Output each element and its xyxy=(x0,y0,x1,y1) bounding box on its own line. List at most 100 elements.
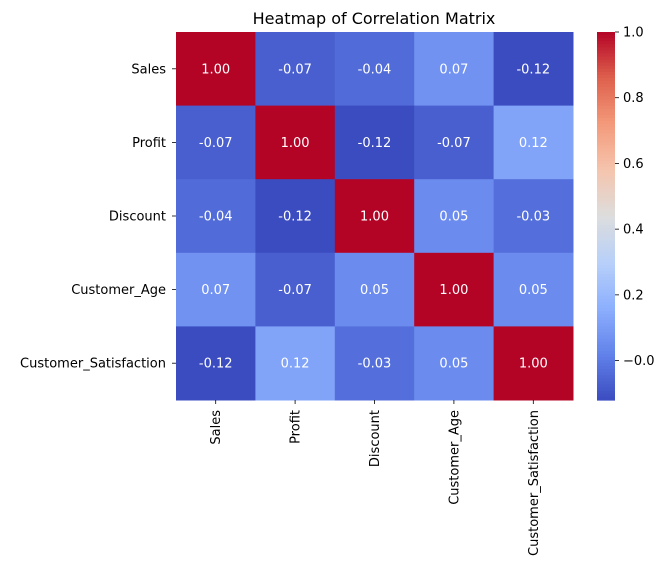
colorbar-segment xyxy=(597,108,615,113)
colorbar-segment xyxy=(597,344,615,349)
heatmap-cell xyxy=(334,105,415,180)
heatmap-cell xyxy=(493,326,574,401)
cell-value-label: 0.05 xyxy=(439,357,468,372)
y-tick-label: Customer_Age xyxy=(71,283,166,298)
cell-value-label: 0.12 xyxy=(281,357,310,372)
colorbar-segment xyxy=(597,390,615,395)
colorbar-segment xyxy=(597,71,615,76)
colorbar-segment xyxy=(597,381,615,386)
colorbar-segment xyxy=(597,384,615,389)
heatmap-cell xyxy=(334,179,415,254)
colorbar-tick-label: 0.8 xyxy=(623,91,644,106)
colorbar-segment xyxy=(597,228,615,232)
colorbar-segment xyxy=(597,176,615,180)
heatmap-cells: 1.00 -0.07 -0.04 0.07 -0.12 -0.07 1.00 -0.12 -0.… xyxy=(176,32,574,401)
cell-value-label: 0.07 xyxy=(201,283,230,298)
cell-value-label: -0.12 xyxy=(278,210,312,225)
colorbar-tick-label: 0.2 xyxy=(623,288,644,303)
colorbar-segment xyxy=(597,237,615,242)
cell-value-label: -0.03 xyxy=(358,357,392,372)
cell-value-label: -0.04 xyxy=(199,210,233,225)
colorbar-segment xyxy=(597,329,615,334)
colorbar-segment xyxy=(597,209,615,214)
heatmap-cell xyxy=(255,252,336,327)
cell-value-label: 0.05 xyxy=(519,283,548,298)
cell-value-label: 0.12 xyxy=(519,136,548,151)
colorbar-segment xyxy=(597,185,615,189)
colorbar-segment xyxy=(597,246,615,251)
colorbar-segment xyxy=(597,173,615,177)
colorbar-segment xyxy=(597,292,615,297)
colorbar-segment xyxy=(597,157,615,162)
cell-value-label: -0.07 xyxy=(278,283,312,298)
colorbar-segment xyxy=(597,378,615,383)
colorbar-segment xyxy=(597,240,615,245)
colorbar-segment xyxy=(597,354,615,358)
colorbar-segment xyxy=(597,200,615,205)
heatmap-cell xyxy=(334,326,415,401)
chart-title: Heatmap of Correlation Matrix xyxy=(253,9,496,28)
colorbar-segment xyxy=(597,304,615,309)
colorbar-segment xyxy=(597,289,615,294)
colorbar-segment xyxy=(597,311,615,315)
colorbar-segment xyxy=(597,87,615,91)
colorbar-segment xyxy=(597,231,615,235)
y-tick-labels: Sales Profit Discount Customer_Age Customer_… xyxy=(20,62,176,372)
colorbar-segment xyxy=(597,78,615,82)
colorbar-segment xyxy=(597,372,615,377)
colorbar-segment xyxy=(597,350,615,355)
colorbar-segment xyxy=(597,35,615,39)
colorbar-segment xyxy=(597,105,615,110)
colorbar-segment xyxy=(597,44,615,48)
colorbar-segment xyxy=(597,154,615,159)
heatmap-cell xyxy=(176,105,256,180)
heatmap-cell xyxy=(414,32,495,107)
heatmap-cell xyxy=(255,32,336,107)
colorbar-segment xyxy=(597,277,615,281)
cell-value-label: 0.05 xyxy=(360,283,389,298)
cell-value-label: 1.00 xyxy=(360,210,389,225)
heatmap-cell xyxy=(255,105,336,180)
colorbar-segment xyxy=(597,145,615,150)
colorbar-segment xyxy=(597,314,615,318)
colorbar-segment xyxy=(597,62,615,67)
cell-value-label: -0.12 xyxy=(516,62,550,77)
heatmap-cell xyxy=(255,179,336,254)
colorbar-segment xyxy=(597,191,615,196)
colorbar-segment xyxy=(597,117,615,122)
colorbar-segment xyxy=(597,170,615,174)
colorbar-segment xyxy=(597,216,615,220)
colorbar-segment xyxy=(597,203,615,208)
heatmap-cell xyxy=(255,326,336,401)
colorbar-segment xyxy=(597,271,615,275)
colorbar-segment xyxy=(597,148,615,153)
colorbar-segment xyxy=(597,219,615,223)
colorbar-segment xyxy=(597,283,615,288)
colorbar-tick-label: 1.0 xyxy=(623,26,644,41)
colorbar-segment xyxy=(597,139,615,143)
x-tick-label: Customer_Age xyxy=(447,410,462,505)
colorbar-segment xyxy=(597,357,615,361)
colorbar-segment xyxy=(597,222,615,226)
x-tick-label: Profit xyxy=(289,410,304,444)
colorbar-segment xyxy=(597,179,615,183)
colorbar-segment xyxy=(597,160,615,165)
colorbar-segment xyxy=(597,308,615,312)
colorbar-segment xyxy=(597,99,615,104)
colorbar-segment xyxy=(597,393,615,398)
colorbar-segment xyxy=(597,249,615,254)
colorbar-segment xyxy=(597,363,615,367)
colorbar-segment xyxy=(597,197,615,202)
cell-value-label: -0.12 xyxy=(199,357,233,372)
heatmap-cell xyxy=(493,252,574,327)
colorbar-segment xyxy=(597,136,615,140)
heatmap-cell xyxy=(493,32,574,107)
colorbar-segment xyxy=(597,280,615,285)
colorbar-segment xyxy=(597,387,615,392)
colorbar-segment xyxy=(597,268,615,272)
colorbar-segment xyxy=(597,326,615,331)
colorbar-tick-label: −0.0 xyxy=(623,354,655,369)
colorbar-segment xyxy=(597,234,615,239)
colorbar-segment xyxy=(597,375,615,380)
